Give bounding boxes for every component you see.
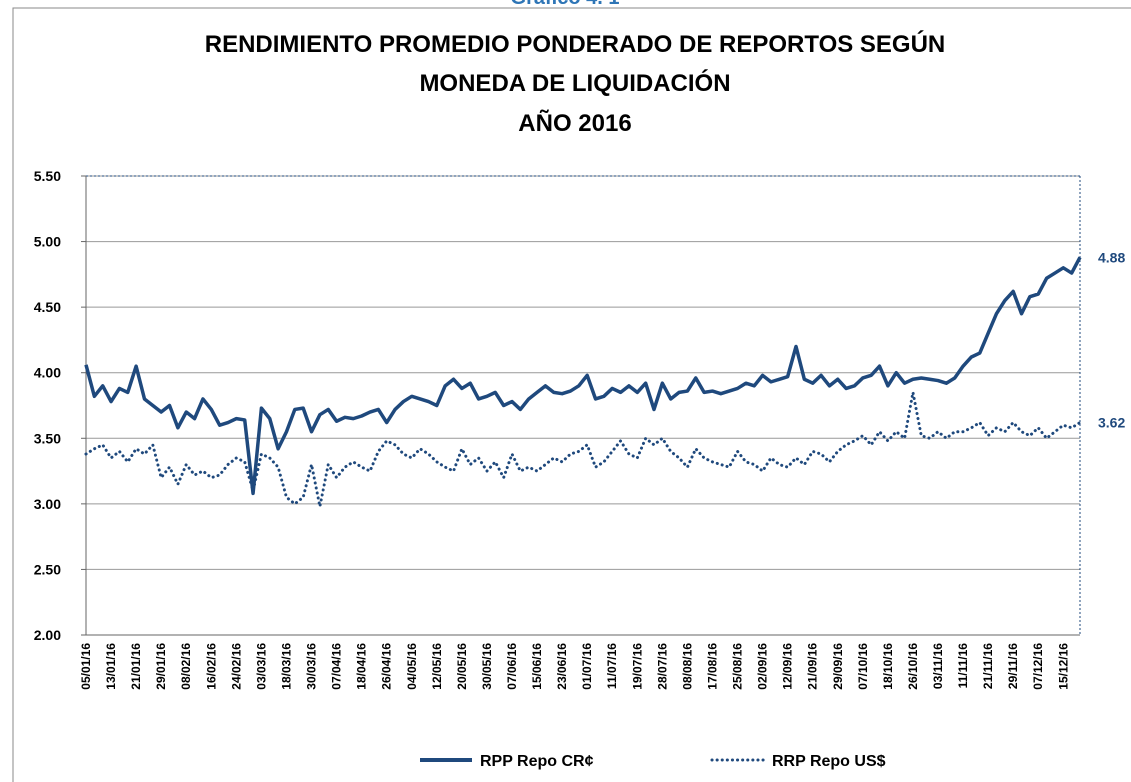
y-tick-label: 4.50 <box>34 299 61 315</box>
x-tick-label: 13/01/16 <box>104 643 118 690</box>
x-tick-label: 30/03/16 <box>305 643 319 690</box>
x-tick-label: 04/05/16 <box>405 643 419 690</box>
x-tick-label: 29/01/16 <box>154 643 168 690</box>
y-tick-label: 4.00 <box>34 365 61 381</box>
end-value-label: 4.88 <box>1098 249 1125 265</box>
chart-title: MONEDA DE LIQUIDACIÓN <box>419 69 730 97</box>
x-tick-label: 29/11/16 <box>1006 643 1020 689</box>
x-tick-label: 07/04/16 <box>330 643 344 690</box>
chart-frame <box>12 7 1131 782</box>
x-tick-label: 24/02/16 <box>229 643 243 690</box>
x-tick-label: 21/01/16 <box>129 643 143 690</box>
x-tick-label: 08/08/16 <box>680 643 694 690</box>
x-tick-label: 21/11/16 <box>981 643 995 689</box>
x-tick-label: 03/03/16 <box>254 643 268 690</box>
x-tick-label: 02/09/16 <box>756 643 770 690</box>
chart-title: AÑO 2016 <box>518 109 631 137</box>
chart-title: RENDIMIENTO PROMEDIO PONDERADO DE REPORT… <box>205 30 946 58</box>
x-tick-label: 18/04/16 <box>355 643 369 690</box>
x-tick-label: 05/01/16 <box>79 643 93 690</box>
x-tick-label: 08/02/16 <box>179 643 193 690</box>
x-tick-label: 15/12/16 <box>1056 643 1070 690</box>
x-tick-label: 26/04/16 <box>380 643 394 690</box>
x-tick-label: 07/06/16 <box>505 643 519 690</box>
x-tick-label: 01/07/16 <box>580 643 594 690</box>
header: Gráfico 4. 1 <box>511 0 620 9</box>
x-tick-label: 12/09/16 <box>781 643 795 690</box>
x-tick-label: 07/10/16 <box>856 643 870 690</box>
series-line <box>84 390 1082 508</box>
y-tick-label: 2.50 <box>34 561 61 577</box>
x-tick-label: 12/05/16 <box>430 643 444 690</box>
y-tick-label: 3.50 <box>34 430 61 446</box>
y-tick-label: 5.50 <box>34 168 61 184</box>
y-tick-label: 3.00 <box>34 496 61 512</box>
legend-label: RRP Repo US$ <box>772 753 886 770</box>
legend-label: RPP Repo CR¢ <box>480 753 594 770</box>
x-tick-label: 18/03/16 <box>279 643 293 690</box>
x-tick-label: 25/08/16 <box>731 643 745 690</box>
x-tick-label: 03/11/16 <box>931 643 945 689</box>
x-tick-label: 16/02/16 <box>204 643 218 690</box>
x-tick-label: 28/07/16 <box>655 643 669 690</box>
x-tick-label: 15/06/16 <box>530 643 544 690</box>
x-tick-label: 07/12/16 <box>1031 643 1045 690</box>
y-tick-label: 2.00 <box>34 627 61 643</box>
x-tick-label: 19/07/16 <box>630 643 644 690</box>
x-tick-label: 11/07/16 <box>605 643 619 689</box>
x-tick-label: 17/08/16 <box>705 643 719 690</box>
x-tick-label: 18/10/16 <box>881 643 895 690</box>
x-tick-label: 29/09/16 <box>831 643 845 690</box>
end-value-label: 3.62 <box>1098 415 1125 431</box>
y-tick-label: 5.00 <box>34 234 61 250</box>
x-tick-label: 21/09/16 <box>806 643 820 690</box>
x-tick-label: 23/06/16 <box>555 643 569 690</box>
x-tick-label: 26/10/16 <box>906 643 920 690</box>
x-tick-label: 30/05/16 <box>480 643 494 690</box>
x-tick-label: 20/05/16 <box>455 643 469 690</box>
x-tick-label: 11/11/16 <box>956 643 970 689</box>
